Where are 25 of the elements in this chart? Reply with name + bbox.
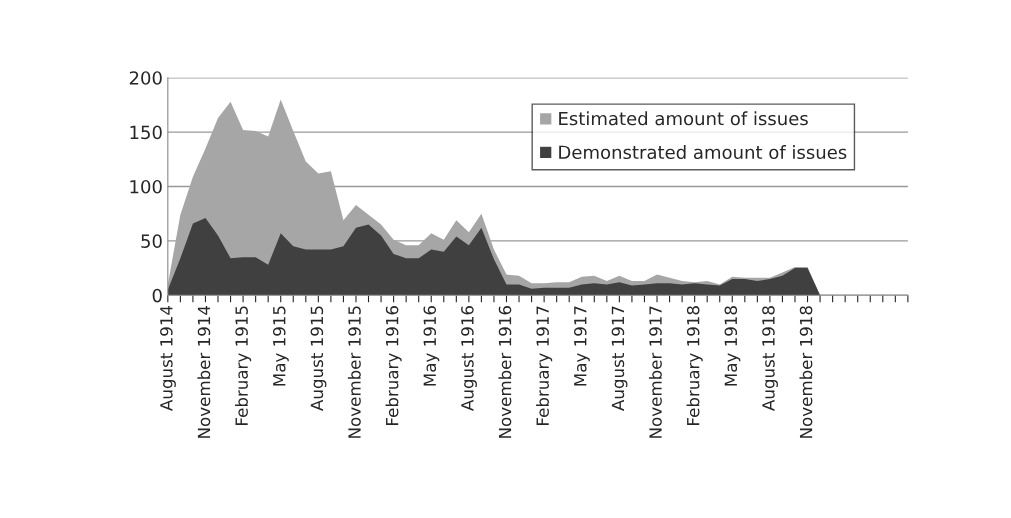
y-tick-label: 0	[152, 288, 162, 303]
x-tick-label: February 1915	[235, 306, 252, 425]
x-tick-label: August 1915	[310, 306, 327, 411]
x-tick-label: May 1915	[272, 306, 289, 386]
x-tick-label: May 1917	[573, 306, 590, 386]
x-tick-label: November 1917	[648, 306, 662, 438]
y-tick-label: 100	[130, 179, 162, 194]
x-tick-label: November 1916	[498, 306, 512, 438]
y-tick-label: 50	[141, 234, 162, 248]
y-tick-label: 200	[129, 71, 162, 85]
legend-label: Estimated amount of issues	[559, 111, 808, 126]
x-tick-label: August 1918	[762, 306, 778, 411]
x-tick-label: August 1917	[611, 306, 628, 411]
x-tick-label: August 1914	[160, 305, 176, 411]
x-tick-label: May 1918	[724, 306, 741, 386]
x-tick-label: August 1916	[461, 306, 477, 411]
y-tick-label: 150	[130, 125, 162, 140]
x-tick-label: November 1914	[197, 305, 211, 438]
x-tick-label: November 1918	[799, 306, 813, 438]
x-tick-label: November 1915	[347, 306, 361, 438]
x-tick-label: February 1916	[385, 306, 402, 425]
x-tick-label: May 1916	[423, 306, 440, 386]
x-tick-label: February 1917	[536, 306, 553, 425]
x-tick-label: February 1918	[686, 306, 703, 425]
legend-label: Demonstrated amount of issues	[559, 145, 847, 160]
